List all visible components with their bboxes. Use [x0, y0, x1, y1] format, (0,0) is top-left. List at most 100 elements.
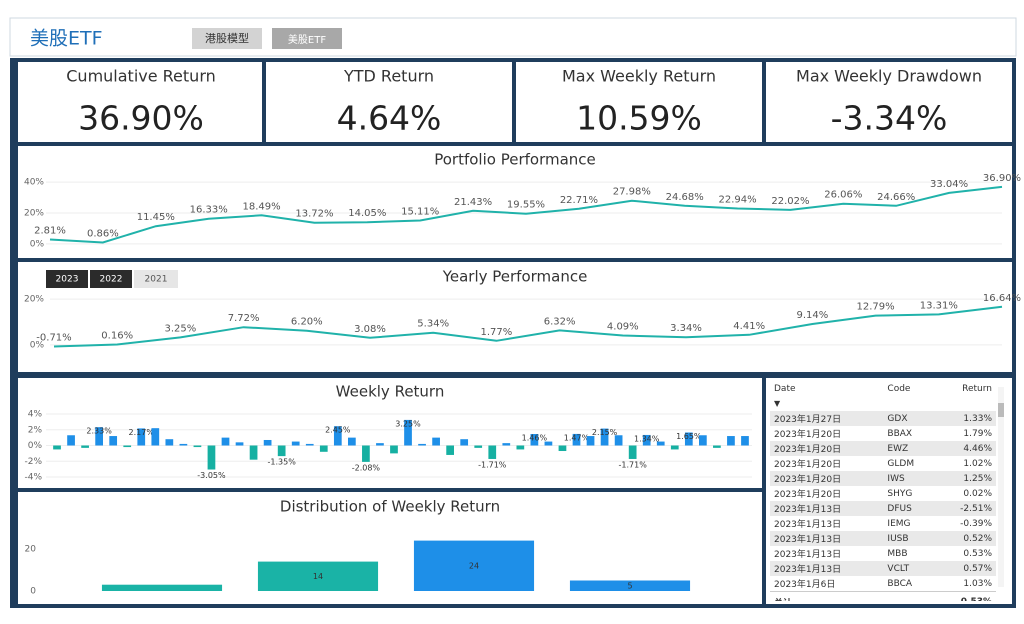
bar [67, 435, 75, 446]
bar [291, 441, 300, 446]
table-cell: IEMG [887, 518, 911, 529]
bar [698, 435, 707, 446]
table-row[interactable]: 2023年1月20日 IWS 1.25% [770, 471, 996, 486]
y-tick-label: -2% [24, 457, 42, 467]
table-cell: 0.52% [963, 533, 992, 544]
table-cell: 4.46% [963, 443, 992, 454]
y-tick-label: 4% [28, 410, 43, 420]
bar [614, 435, 623, 446]
data-label: -0.71% [36, 332, 71, 343]
table-row[interactable]: 2023年1月27日 GDX 1.33% [770, 411, 996, 426]
bar [418, 443, 426, 446]
data-label: 24.68% [666, 192, 704, 203]
table-cell: VCLT [887, 563, 910, 574]
data-label: 16.64% [983, 293, 1021, 304]
data-label: 5.34% [417, 319, 449, 330]
bar [123, 445, 132, 448]
data-label: 2.33% [86, 427, 112, 436]
tab-label[interactable]: 美股ETF [288, 33, 326, 46]
data-label: 11.45% [137, 212, 175, 223]
table: Date Code Return ▼ 2023年1月27日 GDX 1.33% 202… [770, 381, 996, 601]
y-tick-label: 0% [30, 239, 45, 249]
bar [558, 445, 567, 452]
data-label: 3.25% [395, 419, 421, 428]
column-header[interactable]: Code [887, 383, 911, 394]
data-label: 2.15% [592, 428, 618, 437]
bar [151, 428, 160, 446]
tab-label[interactable]: 港股模型 [205, 31, 249, 45]
data-label: 13.72% [295, 209, 333, 220]
kpi-card [266, 62, 512, 142]
data-label: 3.08% [354, 324, 386, 335]
table-row[interactable]: 2023年1月20日 BBAX 1.79% [770, 426, 996, 441]
table-cell: 1.25% [963, 473, 992, 484]
y-tick-label: 0% [28, 441, 43, 451]
data-label: 24 [469, 561, 479, 570]
table-row[interactable]: 2023年1月13日 DFUS -2.51% [770, 501, 996, 516]
panel [18, 262, 1012, 372]
data-label: 3.25% [165, 323, 197, 334]
bar [432, 437, 440, 446]
line [53, 305, 1003, 348]
table-row[interactable]: 2023年1月20日 EWZ 4.46% [770, 441, 996, 456]
data-label: 0.86% [87, 229, 119, 240]
bar [179, 443, 188, 446]
data-label: 19.55% [507, 200, 545, 211]
data-label: 22.02% [771, 196, 809, 207]
bar [713, 445, 721, 448]
bar [544, 441, 553, 446]
year-button[interactable] [134, 270, 178, 288]
data-label: 5 [627, 581, 632, 590]
panel [766, 378, 1012, 604]
bar [474, 445, 483, 448]
data-label: 14.05% [348, 208, 386, 219]
data-label: 0.16% [101, 330, 133, 341]
bar [569, 580, 691, 591]
y-tick-label: -4% [24, 473, 42, 483]
data-label: 16.33% [190, 205, 228, 216]
year-label[interactable]: 2021 [145, 275, 168, 285]
table-row[interactable]: 2023年1月20日 SHYG 0.02% [770, 486, 996, 501]
data-label: 26.06% [824, 190, 862, 201]
sort-arrow[interactable]: ▼ [774, 398, 781, 408]
column-header[interactable]: Date [774, 383, 796, 394]
table-row[interactable]: 2023年1月13日 IEMG -0.39% [770, 516, 996, 531]
total-value: 0.53% [935, 591, 996, 601]
year-button[interactable] [90, 270, 132, 288]
data-label: 22.94% [718, 194, 756, 205]
data-label: 18.49% [242, 201, 280, 212]
column-header[interactable]: Return [962, 383, 992, 394]
year-button[interactable] [46, 270, 88, 288]
bar [193, 445, 202, 448]
table-row[interactable]: 2023年1月13日 MBB 0.53% [770, 546, 996, 561]
bar [109, 436, 118, 446]
table-row[interactable]: 2023年1月20日 GLDM 1.02% [770, 456, 996, 471]
year-label[interactable]: 2023 [56, 275, 79, 285]
tab-button[interactable] [192, 28, 262, 49]
data-label: 2.45% [325, 426, 351, 435]
y-tick-label: 0 [30, 587, 36, 597]
data-label: 1.46% [522, 434, 548, 443]
table-row[interactable]: 2023年1月6日 BBCA 1.03% [770, 576, 996, 592]
year-label[interactable]: 2022 [100, 275, 123, 285]
bar [530, 434, 539, 446]
panel [18, 146, 1012, 258]
tab-button[interactable] [272, 28, 342, 49]
data-label: 4.09% [607, 322, 639, 333]
header-bar [9, 17, 1017, 57]
table-cell: IWS [887, 473, 905, 484]
data-label: 21.43% [454, 197, 492, 208]
y-tick-label: 20% [24, 295, 44, 305]
bar [362, 445, 370, 462]
table-row[interactable]: 2023年1月13日 IUSB 0.52% [770, 531, 996, 546]
y-tick-label: 0% [30, 340, 45, 350]
bar [516, 445, 525, 450]
data-label: 22.71% [560, 195, 598, 206]
y-tick-label: 20% [24, 209, 44, 219]
scrollbar[interactable] [998, 387, 1004, 587]
bar [221, 437, 230, 446]
table-row[interactable]: 2023年1月13日 VCLT 0.57% [770, 561, 996, 576]
data-label: 7.72% [228, 313, 260, 324]
data-table: Date Code Return ▼ 2023年1月27日 GDX 1.33% 202… [770, 381, 1010, 601]
